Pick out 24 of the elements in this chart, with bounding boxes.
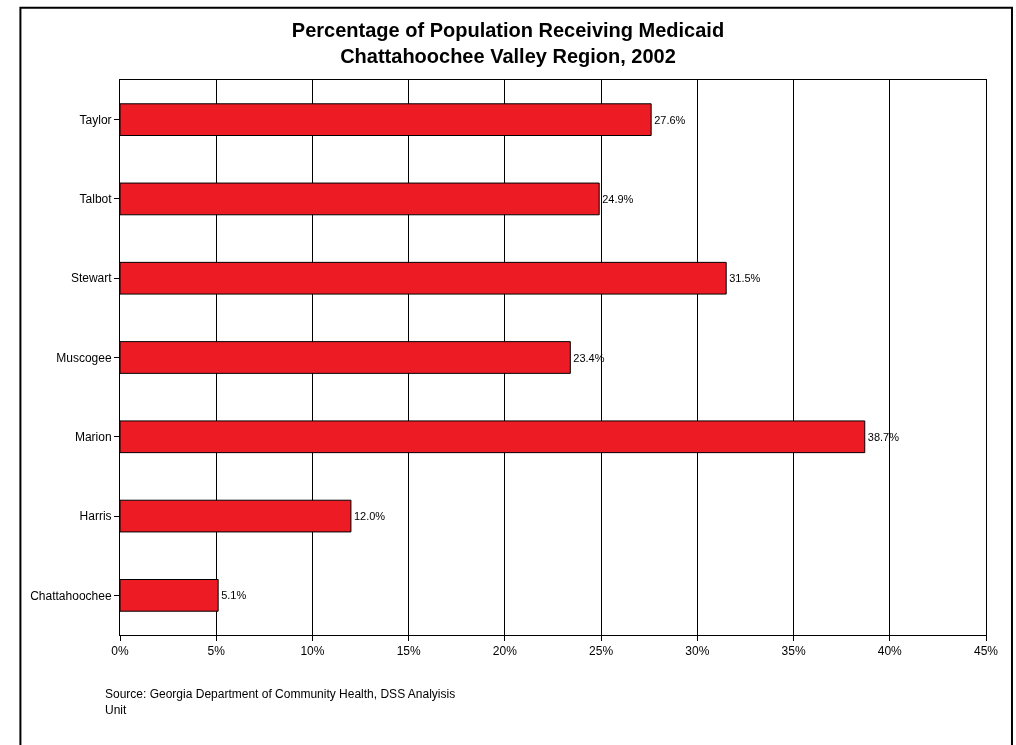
y-tick-label: Muscogee	[56, 350, 112, 365]
data-label: 24.9%	[602, 192, 634, 205]
y-tick-label: Taylor	[79, 112, 112, 127]
y-tick-label: Stewart	[70, 271, 113, 286]
data-label: 12.0%	[353, 510, 386, 523]
source-note: Source: Georgia Department of Community Health, DSS Analyisis Unit	[105, 687, 456, 717]
x-tick-label: 30%	[685, 644, 710, 659]
x-tick-label: 35%	[781, 644, 806, 659]
y-tick-label: Chattahoochee	[30, 588, 112, 603]
x-tick-label: 5%	[207, 644, 226, 659]
data-label: 5.1%	[221, 589, 247, 602]
data-label: 31.5%	[729, 272, 761, 285]
x-tick-label: 10%	[300, 644, 325, 659]
x-tick-label: 15%	[396, 644, 421, 659]
x-tick-label: 20%	[492, 644, 518, 659]
y-tick-label: Harris	[79, 509, 112, 524]
y-tick-label: Talbot	[79, 192, 113, 207]
x-tick-label: 25%	[589, 644, 614, 659]
x-tick-label: 45%	[973, 644, 999, 659]
y-tick-label: Marion	[74, 429, 112, 444]
x-tick-label: 40%	[877, 644, 903, 659]
chart-title: Percentage of Population Receiving Medicaid Chattahoochee Valley Region, 2002	[291, 19, 725, 68]
x-tick-label: 0%	[111, 644, 129, 659]
data-label: 27.6%	[654, 113, 686, 126]
